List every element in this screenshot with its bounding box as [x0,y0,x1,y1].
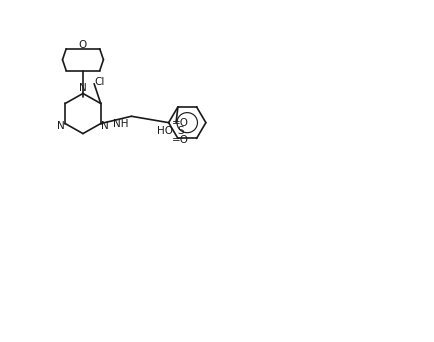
Text: N: N [57,121,65,131]
Text: S: S [177,127,184,136]
Text: Cl: Cl [94,77,105,87]
Text: N: N [79,83,87,93]
Text: =O: =O [172,135,189,145]
Text: NH: NH [112,119,128,129]
Text: N: N [101,121,109,131]
Text: =O: =O [172,118,189,128]
Text: HO: HO [157,127,172,136]
Text: O: O [79,40,87,50]
